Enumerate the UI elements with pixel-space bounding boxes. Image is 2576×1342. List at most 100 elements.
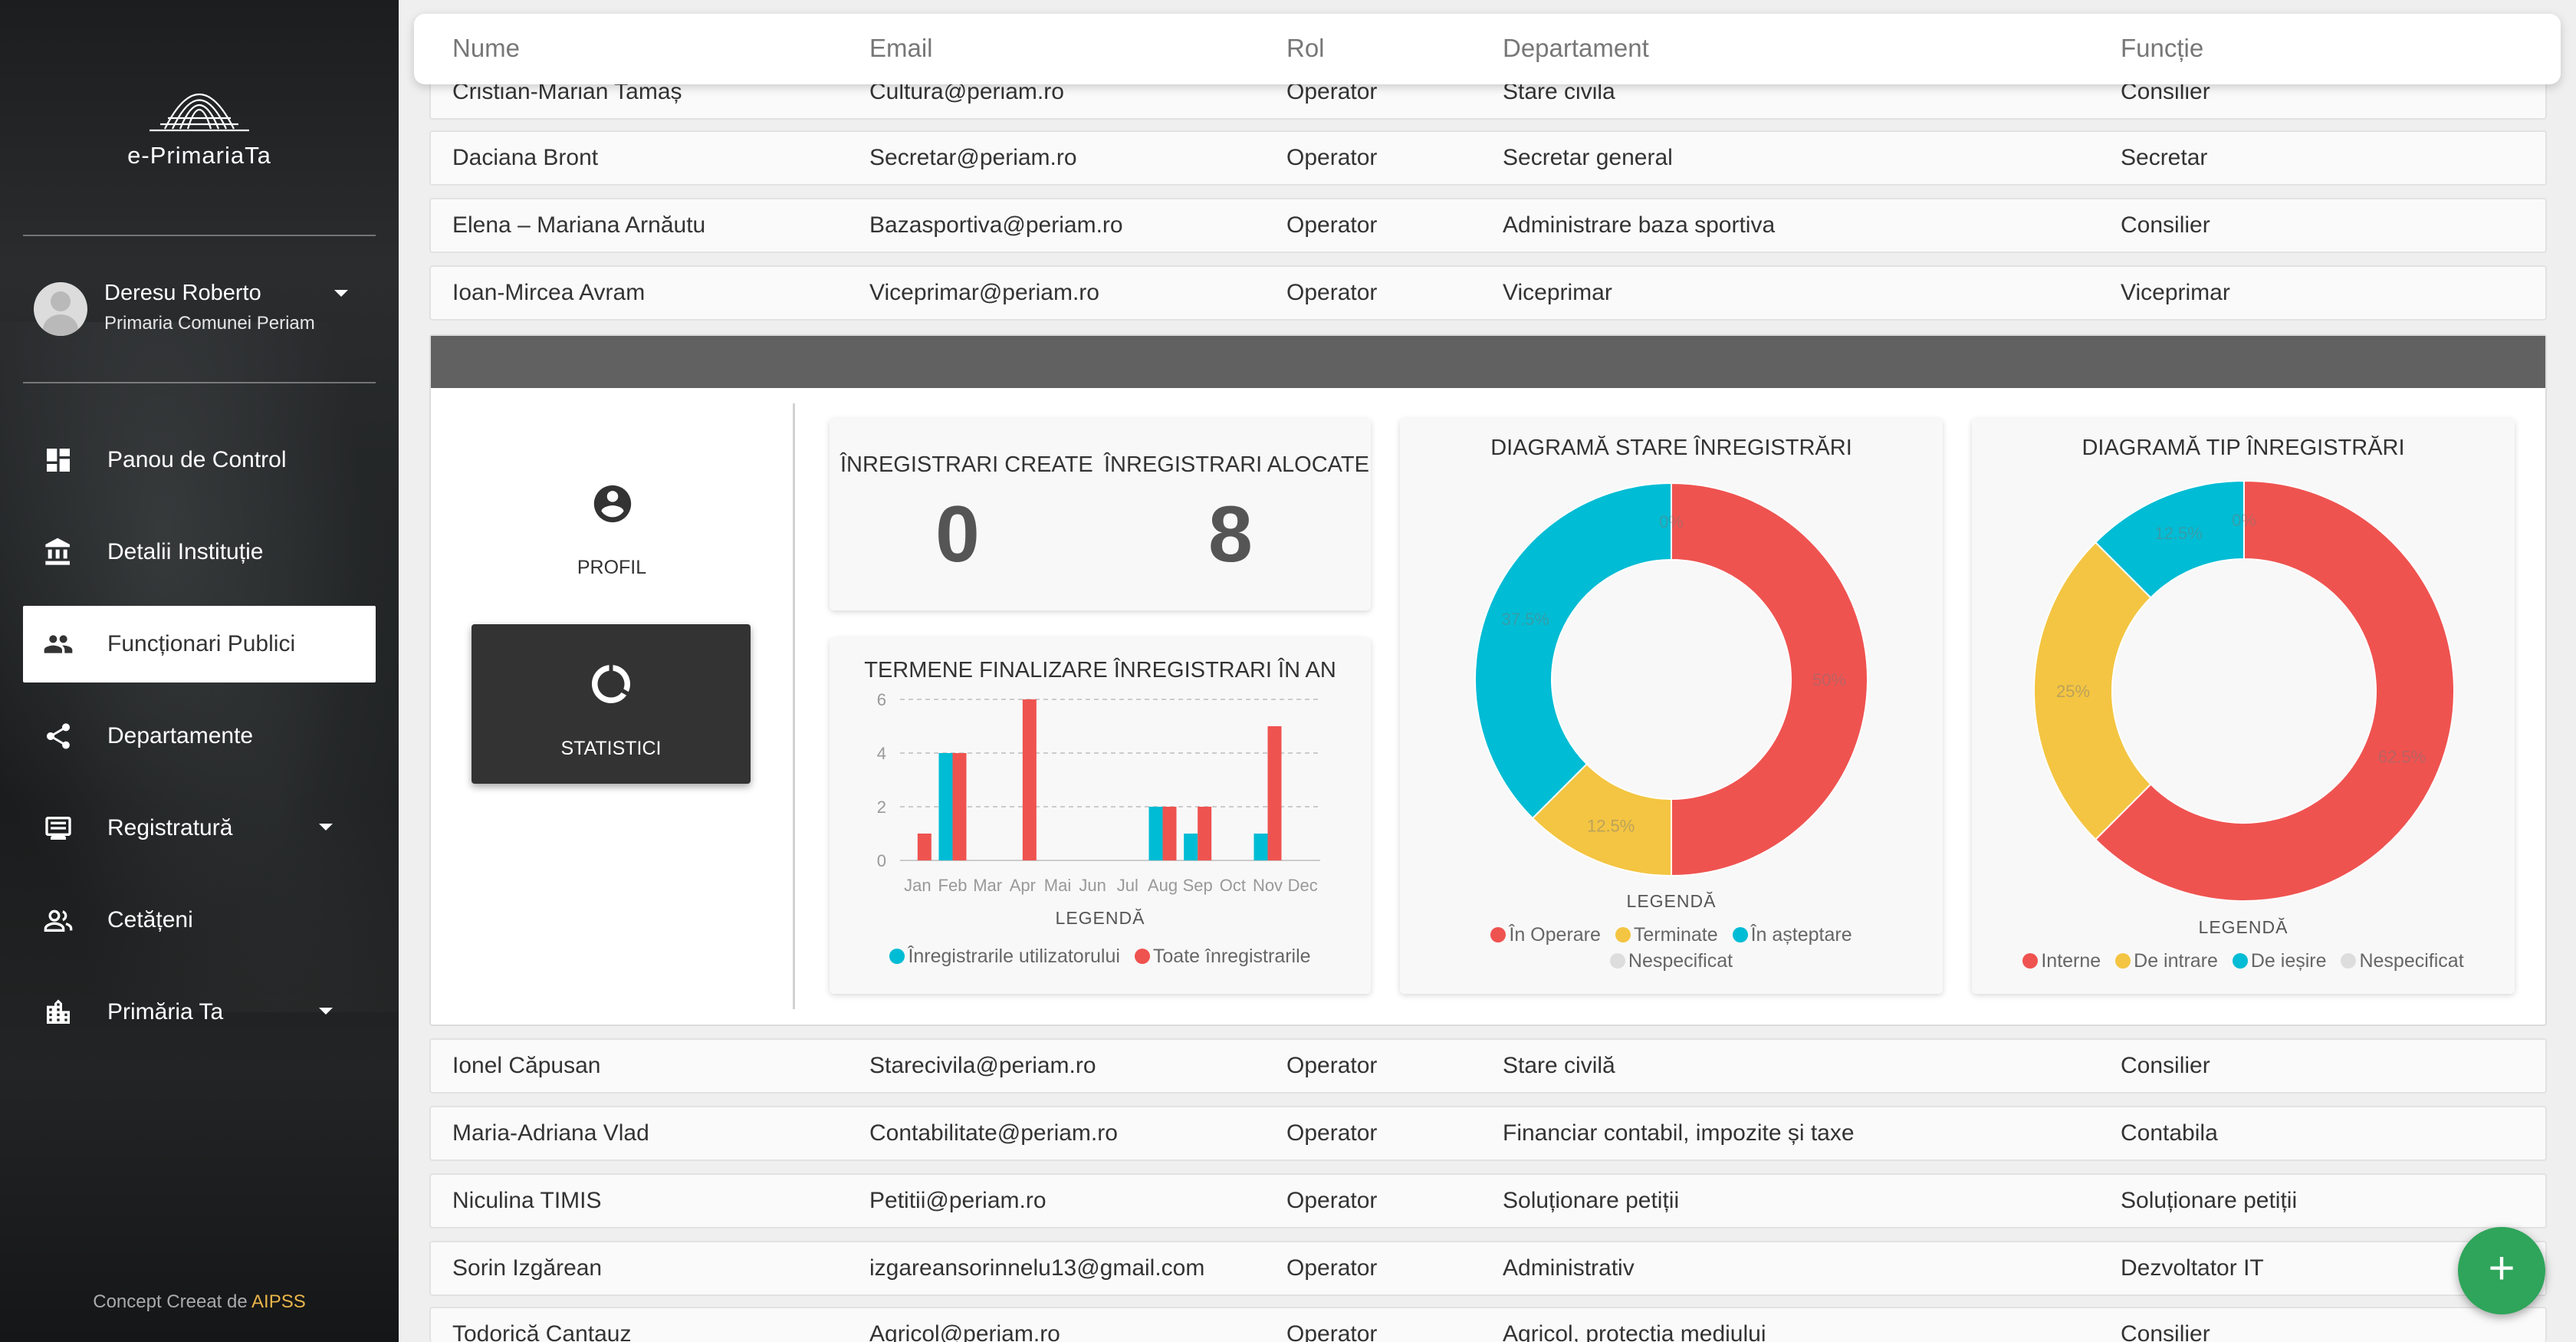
sidebar-item-departamente[interactable]: Departamente <box>23 698 376 775</box>
donut-slice[interactable] <box>2094 479 2245 599</box>
account-circle-icon <box>593 485 632 523</box>
legend-item[interactable]: De intrare <box>2115 948 2218 974</box>
kpi-created-value: 0 <box>935 490 980 579</box>
tip-chart-title: DIAGRAMĂ TIP ÎNREGISTRĂRI <box>2082 436 2405 460</box>
stare-chart-title: DIAGRAMĂ STARE ÎNREGISTRĂRI <box>1490 436 1852 460</box>
cell-email: Petitii@periam.ro <box>869 1188 1046 1213</box>
legend-label: În Operare <box>1509 924 1601 946</box>
tip-chart-card: DIAGRAMĂ TIP ÎNREGISTRĂRI 62.5% 25% 12.5% 0… <box>1972 419 2515 994</box>
column-header-rol[interactable]: Rol <box>1286 34 1325 62</box>
legend-item[interactable]: În așteptare <box>1732 922 1852 948</box>
x-tick-label: Feb <box>938 876 968 895</box>
donut-slice[interactable] <box>2094 479 2455 902</box>
y-tick-label: 4 <box>877 744 886 763</box>
table-row[interactable]: Niculina TIMIS Petitii@periam.ro Operato… <box>429 1173 2547 1229</box>
cell-department: Stare civilă <box>1503 1053 1615 1078</box>
bar[interactable] <box>1162 807 1177 860</box>
stare-chart-legend: În Operare Terminate În așteptare Nespec… <box>1400 922 1943 974</box>
column-header-functie[interactable]: Funcție <box>2121 34 2204 62</box>
sidebar-item-label: Registratură <box>107 815 233 840</box>
y-tick-label: 0 <box>877 851 886 870</box>
legend-dot <box>2115 953 2131 969</box>
profil-tab[interactable]: PROFIL <box>474 482 750 589</box>
donut-slice[interactable] <box>1474 482 1672 820</box>
table-row[interactable]: Todorică Cantauz Agricol@periam.ro Opera… <box>429 1307 2547 1342</box>
sidebar-item-detalii-institutie[interactable]: Detalii Instituție <box>23 514 376 590</box>
slice-value-label: 25% <box>2056 682 2090 701</box>
x-tick-label: Jul <box>1117 876 1138 895</box>
legend-item[interactable]: Interne <box>2022 948 2101 974</box>
share-icon <box>47 723 70 749</box>
divider <box>23 382 376 383</box>
donut-slice[interactable] <box>1671 482 1868 877</box>
bar[interactable] <box>1022 699 1037 860</box>
sidebar-item-primaria-ta[interactable]: Primăria Ta <box>23 974 376 1051</box>
add-user-button[interactable]: + <box>2458 1227 2545 1314</box>
stare-legend-title: LEGENDĂ <box>1626 891 1717 911</box>
cell-role: Operator <box>1286 1188 1378 1213</box>
table-row[interactable]: Elena – Mariana Arnăutu Bazasportiva@per… <box>429 198 2547 253</box>
bar[interactable] <box>1184 834 1198 860</box>
cell-department: Administrativ <box>1503 1255 1635 1281</box>
bar-chart: 0 2 4 6 Jan Feb Mar Apr Mai Jun Jul Aug Sep Oct Nov Dec <box>877 690 1320 895</box>
cell-name: Ionel Căpusan <box>452 1053 601 1078</box>
bar[interactable] <box>1254 834 1268 860</box>
legend-item[interactable]: În Operare <box>1490 922 1601 948</box>
table-row[interactable]: Ioan-Mircea Avram Viceprimar@periam.ro O… <box>429 265 2547 321</box>
x-tick-label: Jun <box>1079 876 1106 895</box>
kpi-allocated-value: 8 <box>1208 490 1253 579</box>
legend-item[interactable]: Terminate <box>1615 922 1718 948</box>
bar[interactable] <box>1148 807 1163 860</box>
credit-brand-link[interactable]: AIPSS <box>251 1291 306 1312</box>
sidebar-item-registratura[interactable]: Registratură <box>23 790 376 867</box>
legend-dot <box>1609 953 1625 969</box>
bar[interactable] <box>938 753 953 860</box>
donut-slice[interactable] <box>2033 541 2152 841</box>
legend-item[interactable]: Nespecificat <box>1609 948 1733 974</box>
column-header-nume[interactable]: Nume <box>452 34 521 62</box>
cell-email: Viceprimar@periam.ro <box>869 280 1099 305</box>
building-icon <box>47 999 70 1024</box>
bar[interactable] <box>952 753 967 860</box>
chevron-down-icon[interactable] <box>334 290 348 297</box>
legend-label: Înregistrarile utilizatorului <box>908 946 1120 967</box>
user-menu[interactable]: Deresu Roberto Primaria Comunei Periam <box>34 278 371 347</box>
column-header-departament[interactable]: Departament <box>1503 34 1649 62</box>
table-row[interactable]: Ionel Căpusan Starecivila@periam.ro Oper… <box>429 1038 2547 1094</box>
cell-department: Financiar contabil, impozite și taxe <box>1503 1120 1855 1146</box>
x-tick-label: Oct <box>1220 876 1246 895</box>
sidebar: e-PrimariaTa Deresu Roberto Primaria Com… <box>0 0 399 1342</box>
bar[interactable] <box>917 834 932 860</box>
legend-item[interactable]: De ieșire <box>2232 948 2327 974</box>
cell-department: Agricol, protecția mediului <box>1503 1321 1766 1342</box>
column-header-email[interactable]: Email <box>869 34 933 62</box>
slice-value-label: 50% <box>1812 670 1846 689</box>
legend-item[interactable]: Înregistrarile utilizatorului <box>889 943 1120 969</box>
logo-icon <box>150 94 249 132</box>
cell-role: Operator <box>1286 1255 1378 1281</box>
table-row[interactable]: Sorin Izgărean izgareansorinnelu13@gmail… <box>429 1241 2547 1296</box>
legend-item[interactable]: Nespecificat <box>2341 948 2464 974</box>
cell-function: Soluționare petiții <box>2121 1188 2298 1213</box>
tip-legend-title: LEGENDĂ <box>2198 917 2288 937</box>
cell-name: Todorică Cantauz <box>452 1321 632 1342</box>
x-tick-label: Sep <box>1183 876 1213 895</box>
table-row[interactable]: Daciana Bront Secretar@periam.ro Operato… <box>429 130 2547 186</box>
table-row[interactable]: Maria-Adriana Vlad Contabilitate@periam.… <box>429 1106 2547 1161</box>
x-tick-label: Jan <box>904 876 931 895</box>
legend-dot <box>1490 927 1506 942</box>
bar[interactable] <box>1267 726 1282 860</box>
cell-function: Consilier <box>2121 1321 2210 1342</box>
sidebar-item-panou-de-control[interactable]: Panou de Control <box>23 422 376 498</box>
cell-department: Administrare baza sportiva <box>1503 212 1776 238</box>
legend-dot <box>2022 953 2039 969</box>
statistici-tab[interactable]: STATISTICI <box>472 624 751 784</box>
table-header: Nume Email Rol Departament Funcție <box>414 14 2561 84</box>
x-tick-label: Mar <box>973 876 1002 895</box>
sidebar-item-functionari-publici[interactable]: Funcționari Publici <box>23 606 376 683</box>
app-name: e-PrimariaTa <box>127 142 271 169</box>
bar[interactable] <box>1198 807 1212 860</box>
sidebar-nav: Panou de Control Detalii Instituție Func… <box>23 422 376 1066</box>
legend-item[interactable]: Toate înregistrarile <box>1134 943 1311 969</box>
sidebar-item-cetateni[interactable]: Cetățeni <box>23 882 376 959</box>
